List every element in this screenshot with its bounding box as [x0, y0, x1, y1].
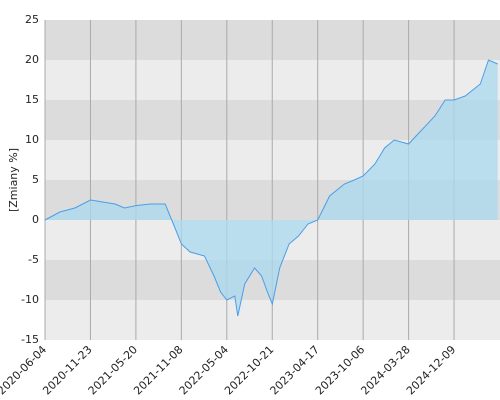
y-tick-label: 25 — [25, 13, 39, 26]
y-tick-label: 15 — [25, 93, 39, 106]
area — [45, 60, 498, 316]
y-tick-label: -15 — [21, 333, 39, 346]
y-tick-label: 0 — [32, 213, 39, 226]
y-tick-label: -10 — [21, 293, 39, 306]
y-tick-label: -5 — [28, 253, 39, 266]
line — [44, 59, 498, 317]
y-tick-label: 10 — [25, 133, 39, 146]
y-axis-label: [Zmiany %] — [7, 148, 20, 212]
x-tick-label: 2024-12-09 — [404, 343, 458, 397]
y-tick-label: 5 — [32, 173, 39, 186]
y-tick-label: 20 — [25, 53, 39, 66]
